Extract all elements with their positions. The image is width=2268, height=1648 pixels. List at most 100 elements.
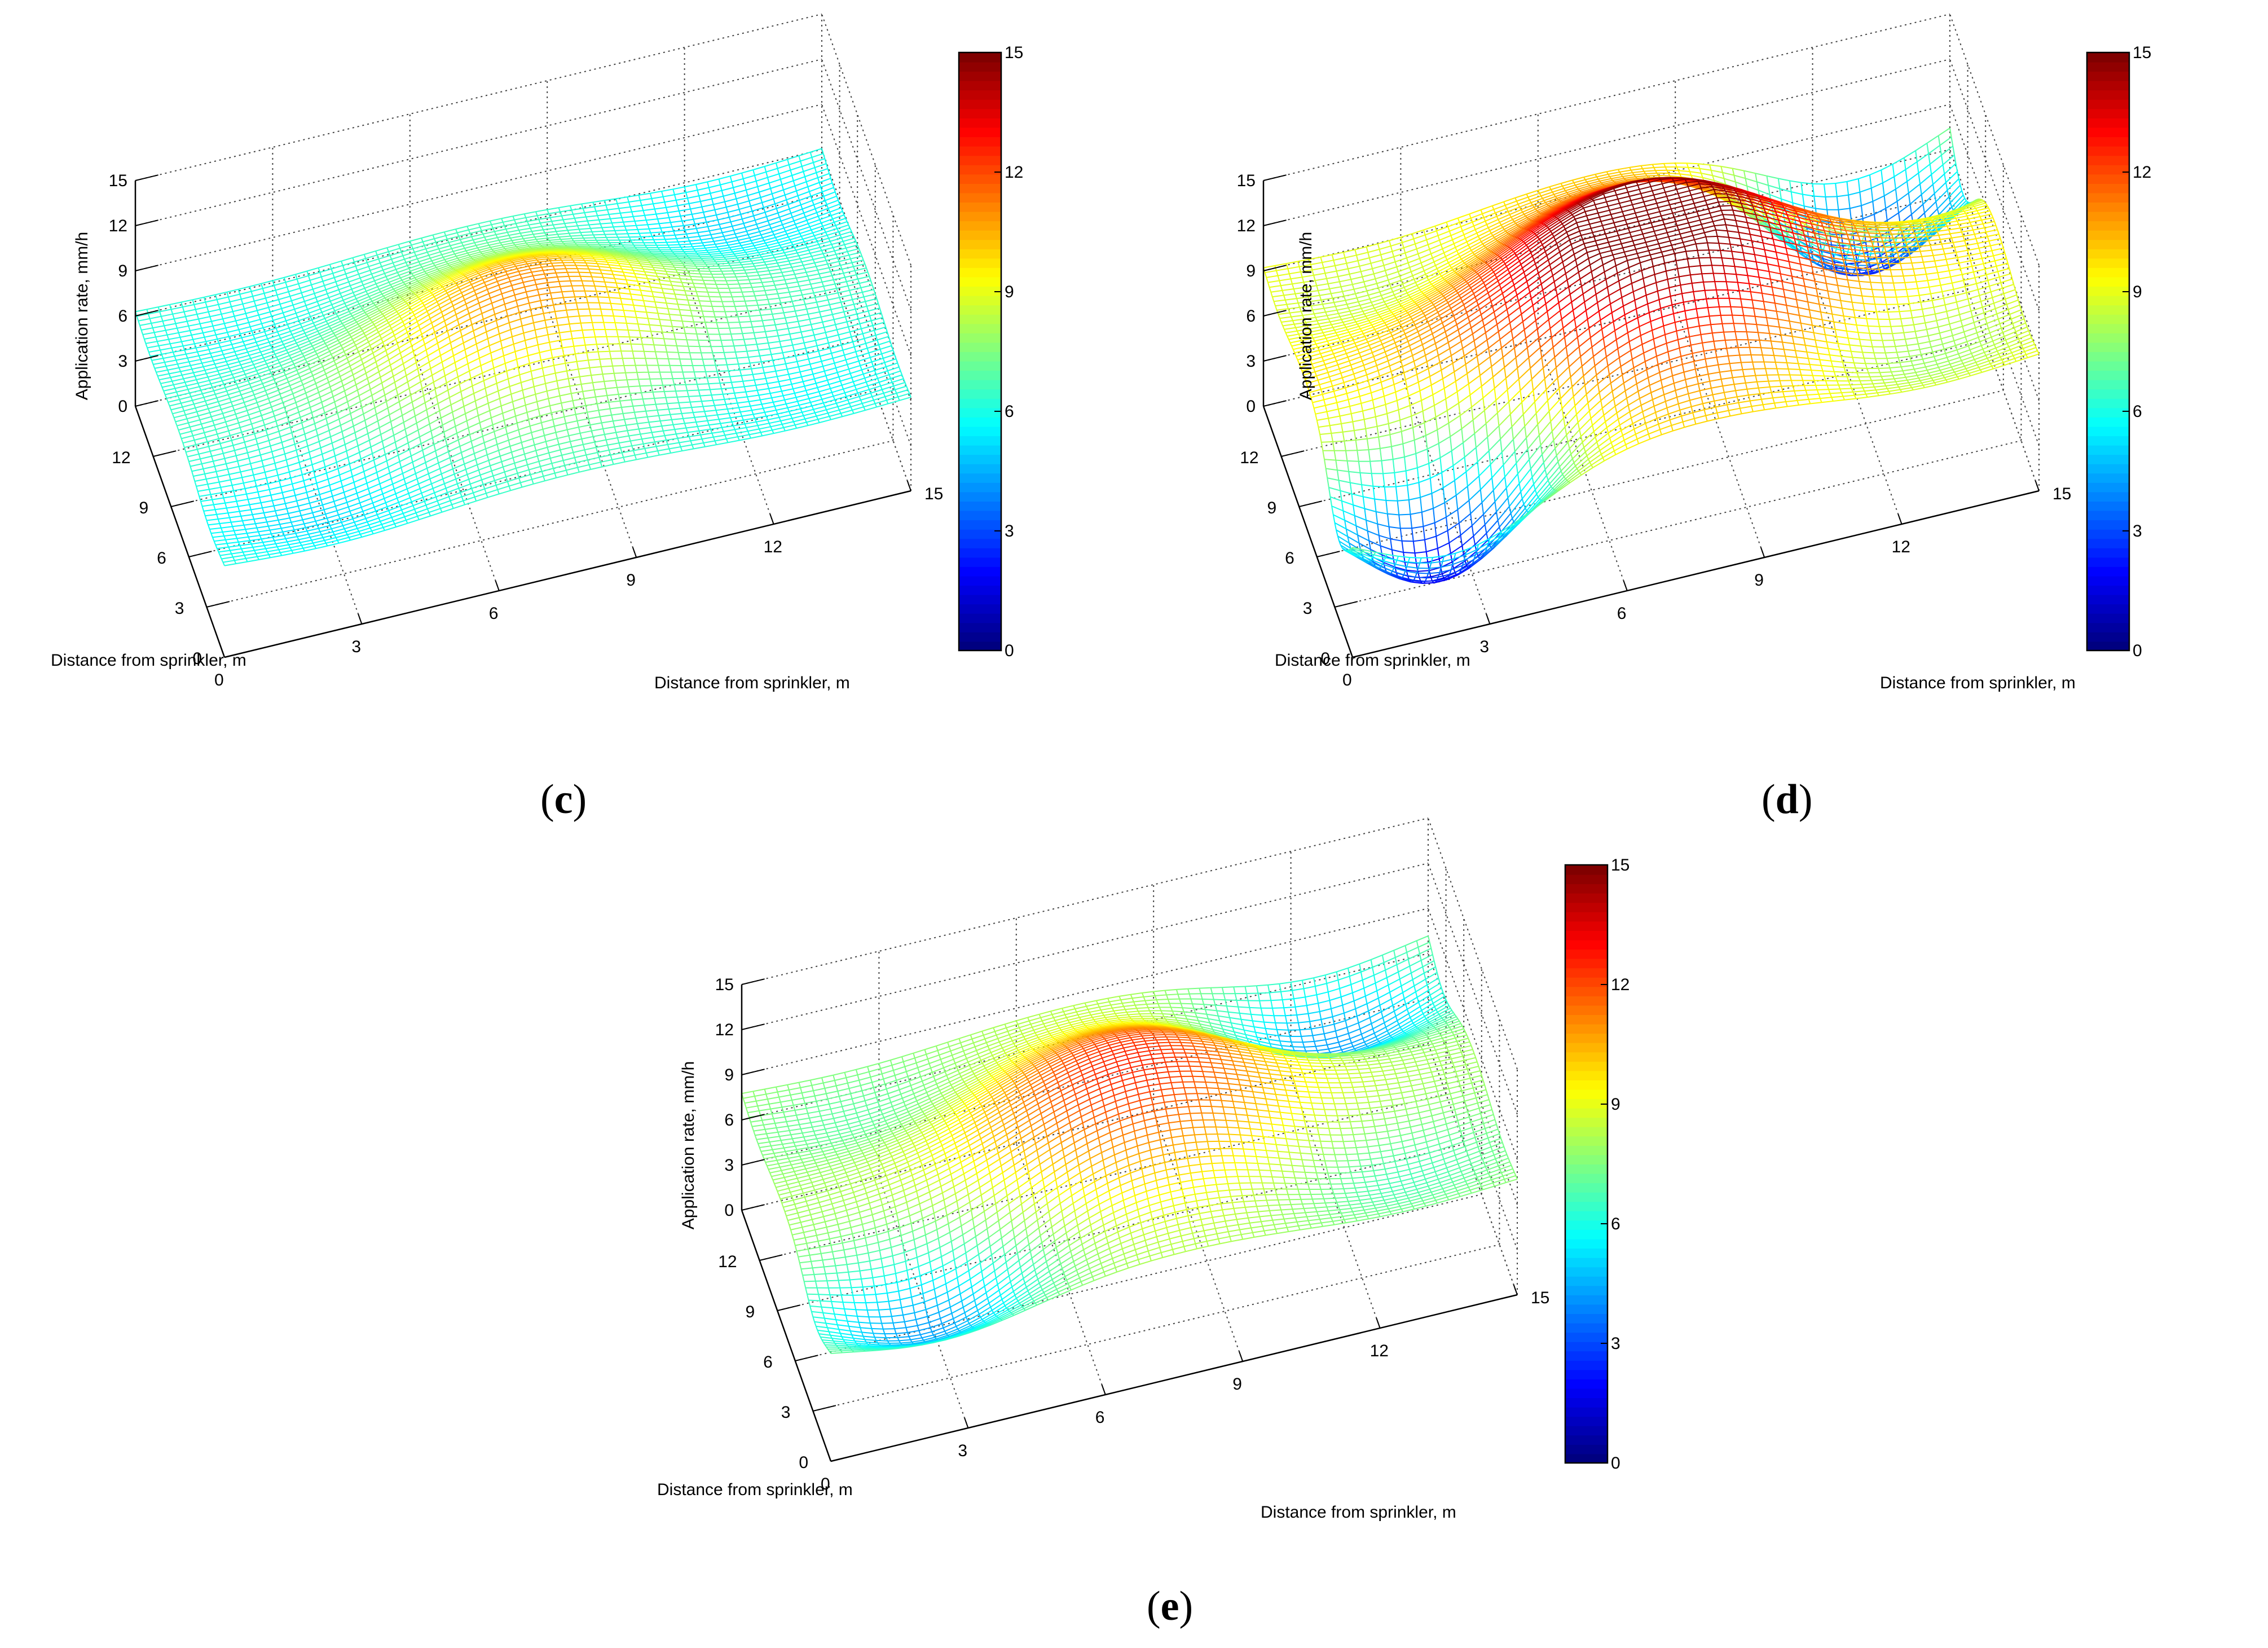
surface-mesh-segment bbox=[558, 280, 571, 282]
surface-mesh-segment bbox=[766, 413, 778, 417]
surface-mesh-segment bbox=[539, 222, 543, 227]
surface-mesh-segment bbox=[800, 405, 812, 410]
surface-mesh-segment bbox=[593, 249, 606, 251]
surface-mesh-segment bbox=[772, 227, 785, 232]
surface-mesh-segment bbox=[175, 320, 187, 324]
surface-mesh-segment bbox=[667, 358, 671, 366]
surface-mesh-segment bbox=[607, 291, 619, 294]
surface-mesh-segment bbox=[711, 306, 715, 312]
surface-mesh-segment bbox=[492, 225, 505, 229]
surface-mesh-segment bbox=[169, 304, 172, 310]
surface-mesh-segment bbox=[297, 340, 310, 346]
surface-mesh-segment bbox=[835, 254, 838, 258]
surface-mesh-segment bbox=[550, 291, 562, 294]
surface-mesh-segment bbox=[399, 289, 411, 297]
surface-mesh-segment bbox=[606, 286, 618, 288]
surface-mesh-segment bbox=[817, 387, 820, 392]
surface-mesh-segment bbox=[535, 211, 538, 216]
surface-mesh-segment bbox=[208, 309, 221, 313]
surface-mesh-segment bbox=[743, 219, 755, 224]
surface-mesh-segment bbox=[334, 305, 347, 311]
surface-mesh-segment bbox=[397, 336, 409, 344]
surface-mesh-segment bbox=[537, 213, 549, 217]
surface-mesh-segment bbox=[193, 304, 196, 310]
surface-mesh-segment bbox=[844, 355, 847, 361]
surface-mesh-segment bbox=[577, 309, 580, 317]
surface-mesh-segment bbox=[814, 231, 826, 236]
surface-mesh-segment bbox=[789, 289, 801, 293]
surface-mesh-segment bbox=[731, 296, 734, 302]
surface-mesh-segment bbox=[263, 293, 266, 298]
surface-mesh-segment bbox=[634, 273, 646, 276]
surface-mesh-segment bbox=[610, 217, 622, 219]
surface-mesh-segment bbox=[598, 218, 611, 221]
surface-mesh-segment bbox=[787, 287, 790, 293]
surface-mesh-segment bbox=[806, 269, 818, 273]
surface-mesh-segment bbox=[828, 339, 840, 344]
surface-mesh-segment bbox=[735, 350, 747, 353]
surface-mesh-segment bbox=[649, 324, 661, 327]
surface-mesh-segment bbox=[146, 341, 157, 344]
surface-mesh-segment bbox=[790, 411, 803, 416]
surface-mesh-segment bbox=[190, 362, 202, 366]
surface-mesh-segment bbox=[797, 282, 800, 287]
surface-mesh-segment bbox=[751, 368, 754, 375]
surface-mesh-segment bbox=[262, 327, 266, 332]
surface-mesh-segment bbox=[402, 255, 405, 260]
surface-mesh-segment bbox=[623, 310, 635, 312]
surface-mesh-segment bbox=[839, 258, 851, 262]
surface-mesh-segment bbox=[369, 266, 382, 271]
surface-mesh-segment bbox=[295, 361, 307, 368]
surface-mesh-segment bbox=[211, 357, 214, 361]
surface-mesh-segment bbox=[831, 240, 843, 245]
surface-mesh-segment bbox=[507, 230, 519, 233]
surface-mesh-segment bbox=[244, 345, 247, 349]
surface-mesh-segment bbox=[729, 328, 732, 335]
surface-mesh-segment bbox=[245, 348, 249, 353]
surface-mesh-segment bbox=[576, 220, 588, 223]
surface-mesh-segment bbox=[509, 232, 521, 236]
surface-mesh-segment bbox=[469, 263, 482, 268]
surface-mesh-segment bbox=[616, 250, 628, 252]
surface-mesh-segment bbox=[356, 266, 369, 271]
surface-mesh-segment bbox=[627, 196, 629, 203]
surface-mesh-segment bbox=[557, 276, 560, 282]
surface-mesh-segment bbox=[274, 285, 276, 291]
surface-mesh-segment bbox=[724, 399, 726, 405]
surface-mesh-segment bbox=[853, 266, 856, 271]
surface-mesh-segment bbox=[295, 270, 307, 275]
surface-mesh-segment bbox=[583, 285, 595, 287]
surface-mesh-segment bbox=[800, 408, 803, 413]
surface-mesh-segment bbox=[848, 225, 851, 228]
surface-mesh-segment bbox=[457, 266, 470, 273]
surface-mesh-segment bbox=[298, 316, 311, 322]
surface-mesh-segment bbox=[347, 303, 360, 310]
surface-mesh-segment bbox=[837, 254, 849, 258]
surface-mesh-segment bbox=[764, 166, 767, 173]
surface-mesh-segment bbox=[268, 304, 280, 308]
surface-mesh-segment bbox=[376, 322, 389, 330]
surface-mesh-segment bbox=[602, 372, 614, 375]
surface-mesh-segment bbox=[176, 357, 188, 361]
surface-mesh-segment bbox=[807, 276, 810, 280]
surface-mesh-segment bbox=[402, 292, 415, 300]
surface-mesh-segment bbox=[590, 315, 593, 323]
surface-mesh-segment bbox=[826, 372, 838, 376]
surface-mesh-segment bbox=[474, 285, 486, 292]
surface-mesh-segment bbox=[541, 224, 553, 227]
surface-mesh-segment bbox=[707, 420, 710, 425]
surface-mesh-segment bbox=[237, 358, 240, 362]
surface-mesh-segment bbox=[354, 291, 367, 297]
surface-mesh-segment bbox=[293, 301, 305, 306]
surface-mesh-segment bbox=[472, 318, 484, 326]
surface-mesh-segment bbox=[495, 274, 508, 279]
surface-mesh-segment bbox=[466, 261, 478, 267]
surface-mesh-segment bbox=[877, 336, 889, 341]
surface-mesh-segment bbox=[756, 298, 768, 301]
surface-mesh-segment bbox=[644, 256, 656, 258]
surface-mesh-segment bbox=[275, 286, 288, 291]
surface-mesh-segment bbox=[430, 311, 442, 319]
surface-mesh-segment bbox=[448, 271, 460, 278]
surface-mesh-segment bbox=[577, 224, 589, 227]
surface-mesh-segment bbox=[655, 301, 667, 304]
